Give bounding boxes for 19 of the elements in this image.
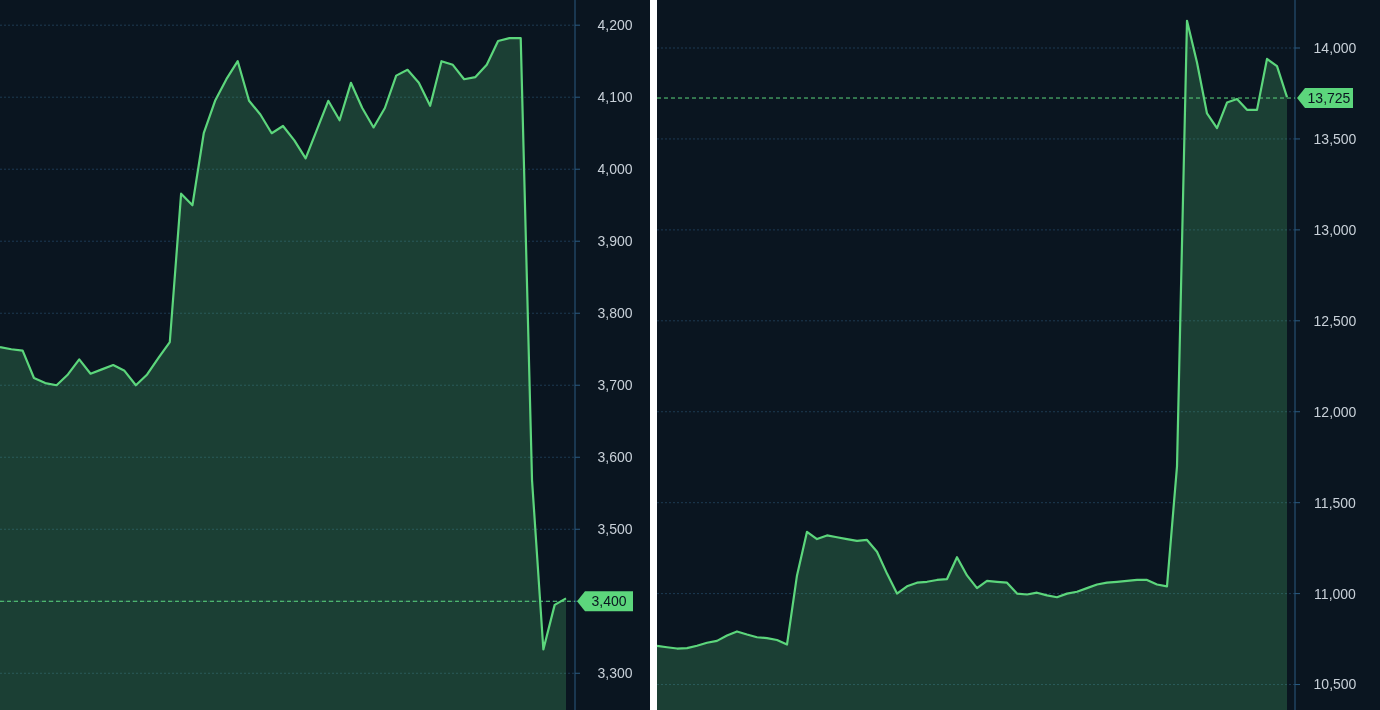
- y-tick-label: 3,600: [597, 449, 633, 466]
- ref-line-label: 3,400: [591, 593, 627, 610]
- y-tick-label: 4,200: [597, 17, 633, 34]
- y-tick-label: 12,500: [1313, 312, 1357, 329]
- y-tick-label: 3,700: [597, 377, 633, 394]
- y-tick-label: 4,000: [597, 161, 633, 178]
- y-tick-label: 14,000: [1313, 39, 1357, 56]
- y-tick-label: 10,500: [1313, 676, 1357, 693]
- y-tick-label: 3,500: [597, 521, 633, 538]
- y-tick-label: 12,000: [1313, 403, 1357, 420]
- y-tick-label: 13,000: [1313, 221, 1357, 238]
- y-tick-label: 11,000: [1314, 585, 1357, 602]
- y-tick-label: 3,900: [597, 233, 633, 250]
- y-tick-label: 11,500: [1314, 494, 1357, 511]
- y-tick-label: 13,500: [1313, 130, 1357, 147]
- ref-line-label: 13,725: [1307, 89, 1351, 106]
- y-tick-label: 3,300: [597, 665, 633, 682]
- y-tick-label: 3,800: [597, 305, 633, 322]
- y-tick-label: 4,100: [597, 89, 633, 106]
